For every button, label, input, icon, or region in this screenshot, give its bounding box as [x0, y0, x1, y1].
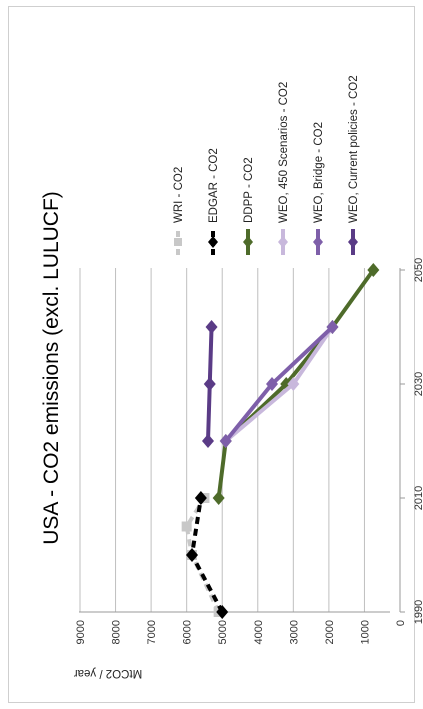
axes	[79, 268, 405, 613]
y-tick-label: 8000	[111, 620, 123, 644]
x-tick-label: 2030	[413, 372, 423, 396]
legend-label: WRI - CO2	[173, 167, 185, 223]
tick-labels: 0 1000 2000 3000 4000 5000 6000 7000 8000 9000 199…	[75, 258, 423, 645]
data-point	[186, 548, 198, 562]
data-point	[287, 377, 300, 391]
series-line	[184, 496, 221, 613]
data-point	[326, 320, 339, 334]
y-tick-label: 5000	[217, 620, 229, 644]
data-point	[194, 491, 207, 505]
legend-label: WEO, Bridge - CO2	[313, 122, 325, 223]
y-axis-label: MtCO2 / year	[74, 667, 143, 679]
chart-title: USA - CO2 emissions (excl. LULUCF)	[40, 191, 63, 545]
series-line	[224, 325, 334, 443]
legend: WRI - CO2 EDGAR - CO2 DDPP - CO2 WEO, 450 S…	[173, 75, 360, 255]
legend-label: WEO, 450 Scenarios - CO2	[278, 82, 290, 223]
y-tick-label: 7000	[146, 620, 158, 644]
legend-marker	[174, 238, 182, 246]
data-point	[203, 377, 216, 391]
y-tick-label: 4000	[253, 620, 265, 644]
data-point	[202, 434, 214, 448]
legend-marker	[208, 236, 218, 248]
data-point	[181, 521, 192, 532]
x-tick-label: 1990	[413, 600, 423, 624]
legend-label: EDGAR - CO2	[208, 148, 220, 223]
data-point	[367, 263, 380, 277]
gridlines	[79, 268, 365, 612]
chart-frame	[8, 6, 415, 703]
data-point	[205, 320, 218, 334]
y-tick-label: 0	[395, 620, 407, 626]
x-tick-label: 2050	[413, 258, 423, 282]
legend-marker	[313, 236, 323, 248]
data-point	[216, 605, 229, 619]
legend-label: WEO, Current policies - CO2	[348, 75, 360, 223]
y-tick-label: 2000	[324, 620, 336, 644]
legend-marker	[348, 236, 358, 248]
y-tick-label: 3000	[288, 620, 300, 644]
x-tick-label: 2010	[413, 486, 423, 510]
y-tick-label: 1000	[359, 620, 371, 644]
legend-marker	[278, 236, 288, 248]
legend-marker	[243, 236, 253, 248]
data-point	[212, 491, 225, 505]
legend-label: DDPP - CO2	[243, 157, 255, 223]
y-tick-label: 6000	[182, 620, 194, 644]
data-point	[266, 377, 278, 391]
y-tick-label: 9000	[75, 620, 87, 644]
data-point	[219, 434, 232, 448]
series-lines	[181, 263, 380, 619]
